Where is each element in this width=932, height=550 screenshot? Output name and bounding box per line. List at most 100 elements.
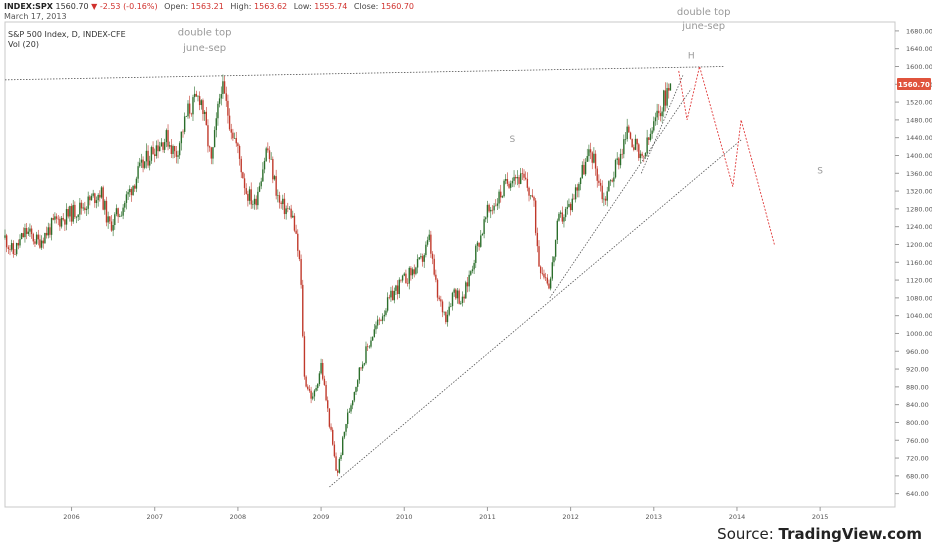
candle-body	[293, 215, 296, 231]
y-tick-label: 760.00	[906, 437, 929, 445]
candle-body	[648, 137, 650, 140]
candle-body	[192, 97, 194, 115]
candle-body	[320, 362, 322, 374]
candle-body	[471, 269, 474, 272]
candle-body	[277, 195, 279, 196]
candle-body	[29, 228, 31, 232]
last-price: 1560.70	[55, 2, 89, 11]
candle-body	[376, 319, 379, 326]
candle-body	[520, 173, 522, 184]
candle-body	[22, 233, 24, 238]
candle-body	[285, 208, 287, 215]
candle-body	[30, 228, 33, 235]
candle-body	[117, 208, 119, 217]
candle-body	[604, 198, 607, 201]
candle-body	[102, 187, 104, 210]
candle-body	[272, 158, 274, 180]
candle-body	[641, 153, 643, 156]
resistance-line	[4, 66, 725, 81]
candle-body	[255, 198, 257, 206]
chart-date: March 17, 2013	[4, 12, 67, 21]
candle-body	[338, 458, 341, 473]
candle-body	[310, 390, 312, 399]
candle-body	[247, 193, 249, 201]
candle-body	[658, 110, 660, 114]
candle-body	[140, 159, 143, 163]
candle-body	[616, 158, 618, 160]
candle-body	[305, 376, 307, 387]
candle-body	[406, 283, 409, 284]
candle-body	[589, 149, 592, 153]
y-tick-label: 1600.00	[906, 63, 932, 71]
candle-body	[356, 380, 359, 387]
candle-body	[165, 130, 168, 143]
candle-body	[481, 233, 484, 236]
open-label: Open:	[164, 2, 189, 11]
candle-body	[588, 149, 590, 157]
candle-body	[75, 216, 78, 218]
candle-body	[137, 166, 139, 179]
candle-body	[388, 297, 390, 298]
candle-body	[438, 297, 440, 300]
candle-body	[50, 218, 53, 235]
candle-body	[27, 231, 29, 234]
candle-body	[498, 191, 500, 204]
candle-body	[668, 88, 670, 91]
price-chart[interactable]: 640.00 680.00 720.00 760.00 800.00 840.00 880.…	[0, 0, 932, 520]
candle-body	[395, 285, 397, 291]
candle-body	[661, 111, 663, 117]
candle-body	[631, 138, 633, 148]
candle-body	[4, 235, 6, 238]
candle-body	[70, 206, 73, 222]
candle-body	[536, 232, 539, 247]
candle-body	[197, 96, 199, 97]
x-tick-label: 2006	[63, 513, 80, 520]
candle-body	[92, 193, 94, 196]
candle-body	[599, 182, 602, 186]
candle-body	[217, 103, 219, 119]
x-tick-label: 2008	[230, 513, 247, 520]
candle-body	[470, 271, 472, 275]
candle-body	[534, 200, 537, 233]
candle-body	[578, 184, 580, 191]
annotation-label: june-sep	[681, 21, 725, 32]
candle-body	[280, 202, 282, 205]
candle-body	[524, 177, 527, 179]
candle-body	[596, 168, 598, 181]
candle-body	[346, 412, 349, 425]
candle-body	[19, 239, 21, 246]
open-value: 1563.21	[190, 2, 224, 11]
annotation-label: S	[510, 135, 516, 145]
candle-body	[238, 146, 241, 159]
candle-body	[405, 273, 407, 284]
candle-body	[579, 178, 582, 185]
candle-body	[82, 207, 84, 209]
candle-body	[302, 284, 304, 337]
candle-body	[485, 217, 487, 220]
x-tick-label: 2014	[729, 513, 746, 520]
candle-body	[120, 215, 123, 217]
candle-body	[340, 455, 342, 459]
candle-body	[275, 176, 277, 196]
candle-body	[105, 200, 108, 223]
candle-body	[303, 336, 306, 377]
candle-body	[64, 219, 66, 225]
candle-body	[546, 277, 549, 284]
candle-body	[17, 242, 20, 246]
candle-body	[433, 258, 435, 275]
candle-body	[109, 216, 111, 222]
candle-body	[237, 143, 239, 147]
candle-body	[480, 235, 482, 247]
candle-body	[601, 185, 603, 200]
candle-body	[77, 214, 79, 217]
candle-body	[549, 278, 552, 289]
candle-body	[566, 206, 568, 209]
candle-body	[598, 180, 600, 183]
candle-body	[426, 240, 429, 245]
candle-body	[313, 390, 316, 397]
candle-body	[385, 310, 387, 315]
candle-body	[69, 206, 71, 217]
candle-body	[222, 81, 224, 95]
candle-body	[538, 246, 540, 267]
candle-body	[10, 243, 13, 250]
